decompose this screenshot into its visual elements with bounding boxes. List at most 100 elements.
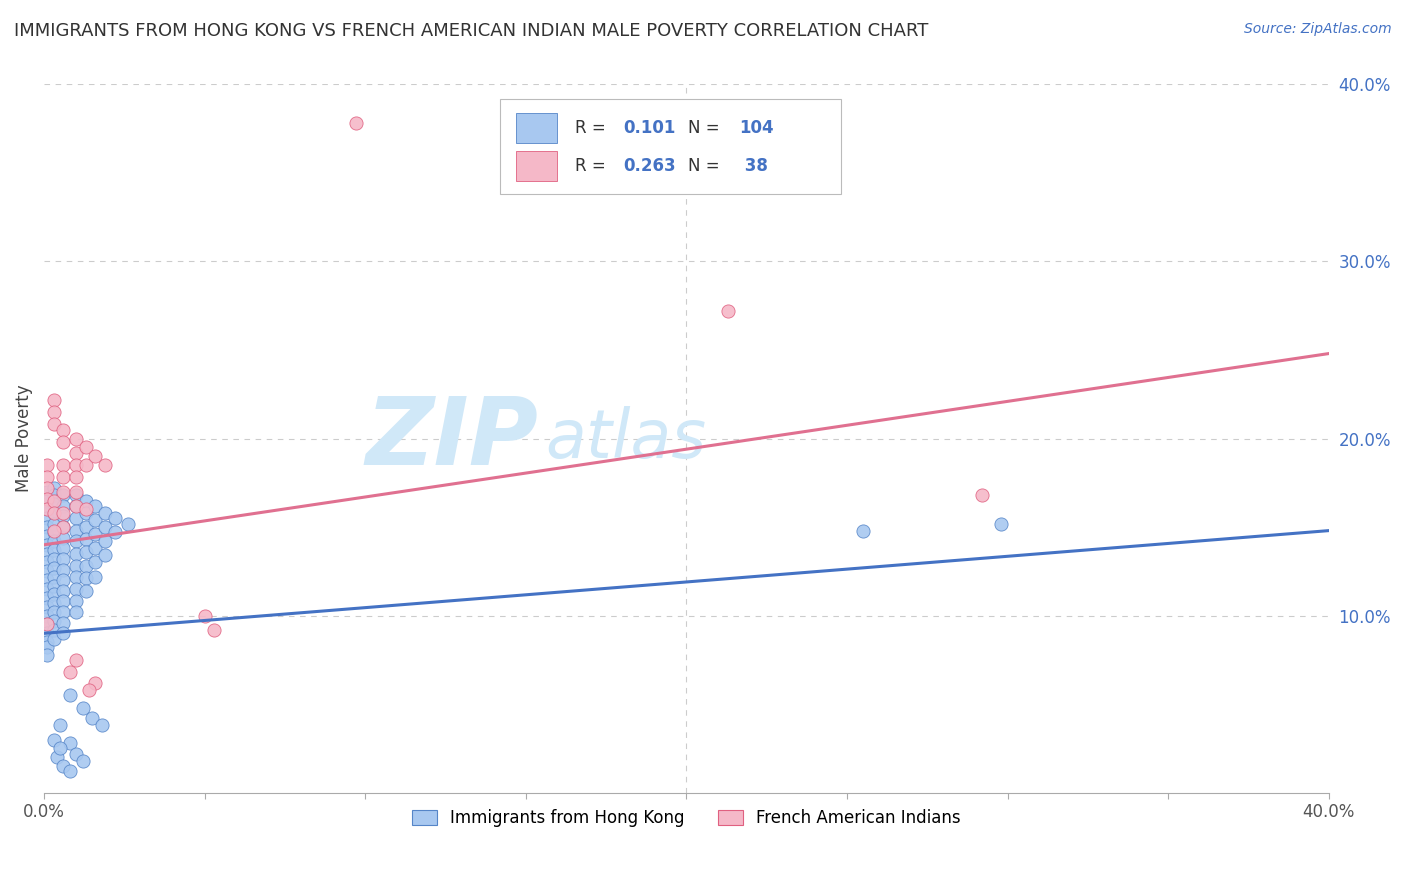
Point xyxy=(42,569,65,583)
Point xyxy=(65,488,87,502)
Point xyxy=(37,608,59,623)
Text: N =: N = xyxy=(688,119,724,136)
Point xyxy=(77,683,100,698)
Point xyxy=(37,493,59,508)
Legend: Immigrants from Hong Kong, French American Indians: Immigrants from Hong Kong, French Americ… xyxy=(405,803,967,834)
Point xyxy=(65,534,87,549)
Point xyxy=(94,520,117,534)
Point xyxy=(84,499,107,513)
Point xyxy=(52,605,75,619)
Point xyxy=(37,599,59,614)
Point xyxy=(59,764,82,779)
Point xyxy=(84,527,107,541)
Point xyxy=(37,502,59,516)
Point xyxy=(42,497,65,511)
Point xyxy=(84,541,107,556)
Point xyxy=(37,538,59,552)
Point xyxy=(37,547,59,561)
Point xyxy=(52,506,75,520)
Point xyxy=(42,578,65,592)
Point xyxy=(42,587,65,601)
Point xyxy=(65,470,87,484)
Point xyxy=(37,617,59,632)
Point xyxy=(52,458,75,472)
Point xyxy=(42,561,65,575)
Point xyxy=(65,458,87,472)
Point xyxy=(37,520,59,534)
Point xyxy=(65,511,87,525)
Point xyxy=(42,525,65,540)
Point xyxy=(59,665,82,680)
Point xyxy=(52,594,75,608)
Point xyxy=(52,520,75,534)
Point xyxy=(94,506,117,520)
Point xyxy=(37,470,59,484)
Point xyxy=(75,533,97,547)
Point xyxy=(94,549,117,563)
Point xyxy=(75,458,97,472)
Point xyxy=(75,493,97,508)
Point xyxy=(65,499,87,513)
Point xyxy=(84,676,107,690)
Point xyxy=(84,513,107,527)
Point xyxy=(65,432,87,446)
Point xyxy=(90,718,112,732)
Point xyxy=(65,446,87,460)
Point xyxy=(75,545,97,559)
Point xyxy=(42,623,65,637)
Text: 0.263: 0.263 xyxy=(623,157,676,175)
Point xyxy=(37,565,59,579)
Point xyxy=(52,759,75,773)
Point xyxy=(42,417,65,432)
Point xyxy=(52,552,75,566)
Point xyxy=(42,632,65,646)
Point xyxy=(49,741,72,756)
Point xyxy=(42,524,65,538)
Point xyxy=(37,484,59,499)
Point xyxy=(94,458,117,472)
Point xyxy=(42,392,65,407)
Point xyxy=(72,754,94,768)
Point xyxy=(52,626,75,640)
Text: atlas: atlas xyxy=(546,406,706,472)
Point xyxy=(65,653,87,667)
Point xyxy=(37,626,59,640)
Point xyxy=(59,688,82,702)
Y-axis label: Male Poverty: Male Poverty xyxy=(15,384,32,492)
Point xyxy=(37,529,59,543)
Point xyxy=(42,488,65,502)
FancyBboxPatch shape xyxy=(516,112,557,144)
Point xyxy=(37,573,59,587)
Point xyxy=(52,531,75,545)
Point xyxy=(75,571,97,585)
Point xyxy=(194,608,217,623)
Point xyxy=(42,534,65,549)
Point xyxy=(117,516,139,531)
Point xyxy=(104,525,127,540)
Point xyxy=(52,573,75,587)
Point xyxy=(84,449,107,463)
Point xyxy=(37,635,59,649)
Point xyxy=(202,623,225,637)
Point xyxy=(52,583,75,598)
Point xyxy=(42,596,65,610)
Point xyxy=(65,524,87,538)
Point xyxy=(75,559,97,574)
Point xyxy=(344,116,367,130)
Text: R =: R = xyxy=(575,119,610,136)
Point xyxy=(75,520,97,534)
Point xyxy=(42,405,65,419)
Point xyxy=(42,552,65,566)
Point xyxy=(37,617,59,632)
Point xyxy=(94,534,117,549)
Point xyxy=(65,559,87,574)
Point xyxy=(75,441,97,455)
Point xyxy=(42,481,65,495)
Point xyxy=(37,511,59,525)
Point xyxy=(42,614,65,628)
Point xyxy=(37,648,59,662)
Point xyxy=(52,541,75,556)
Point xyxy=(52,499,75,513)
Point xyxy=(37,591,59,605)
Text: Source: ZipAtlas.com: Source: ZipAtlas.com xyxy=(1244,22,1392,37)
